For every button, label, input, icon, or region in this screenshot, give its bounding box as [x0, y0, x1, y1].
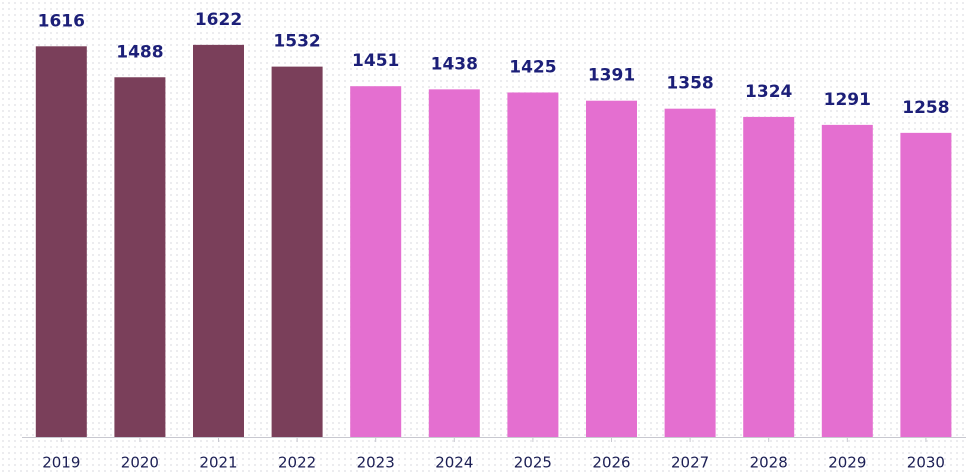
bar: [114, 77, 166, 437]
value-label: 1622: [195, 10, 242, 30]
bar: [664, 108, 716, 437]
value-label: 1291: [824, 90, 871, 110]
bar: [743, 116, 795, 437]
x-tick-label: 2029: [828, 454, 866, 472]
value-label: 1425: [509, 57, 556, 77]
x-tick-label: 2030: [907, 454, 945, 472]
x-tick-label: 2020: [121, 454, 159, 472]
bar: [193, 44, 244, 438]
value-label: 1438: [431, 54, 478, 74]
x-tick-label: 2027: [671, 454, 709, 472]
bar: [35, 46, 87, 438]
x-tick-label: 2021: [199, 454, 237, 472]
value-label: 1391: [588, 66, 635, 86]
bar: [586, 100, 637, 437]
bar: [350, 86, 402, 438]
value-label: 1451: [352, 51, 399, 71]
bar: [821, 124, 873, 437]
x-tick-label: 2019: [42, 454, 80, 472]
x-tick-label: 2024: [435, 454, 473, 472]
value-label: 1532: [273, 32, 320, 52]
x-tick-label: 2028: [750, 454, 788, 472]
value-label: 1324: [745, 82, 792, 102]
x-tick-label: 2022: [278, 454, 316, 472]
value-label: 1616: [38, 11, 85, 31]
value-label: 1358: [666, 74, 713, 94]
x-tick-label: 2023: [357, 454, 395, 472]
value-label: 1258: [902, 98, 949, 118]
x-tick-label: 2025: [514, 454, 552, 472]
bar: [507, 92, 559, 437]
value-label: 1488: [116, 42, 163, 62]
bar: [900, 132, 952, 438]
x-tick-label: 2026: [592, 454, 630, 472]
bar: [428, 89, 480, 438]
bar: [271, 66, 323, 438]
